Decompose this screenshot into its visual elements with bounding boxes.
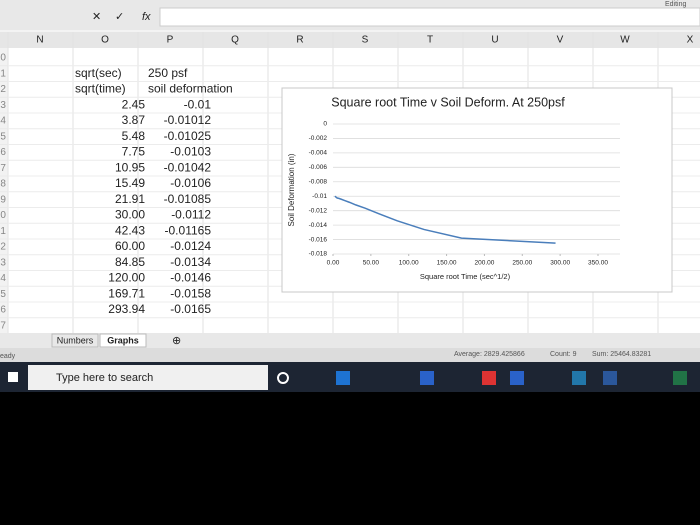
- cell: 293.94: [108, 302, 145, 316]
- cell: -0.0165: [170, 302, 211, 316]
- y-tick-label: -0.004: [309, 150, 328, 157]
- column-header: V: [557, 35, 564, 46]
- data-line: [334, 195, 556, 244]
- formula-input[interactable]: [159, 7, 700, 27]
- cell: 250 psf: [148, 66, 188, 80]
- status-count: Count: 9: [550, 351, 577, 358]
- search-placeholder: Type here to search: [56, 372, 153, 384]
- cell: 5.48: [122, 129, 146, 143]
- cell: 84.85: [115, 255, 145, 269]
- sheet-tab-bar: [0, 333, 700, 348]
- column-header: O: [101, 35, 109, 46]
- cell: -0.0134: [170, 255, 211, 269]
- cell: -0.0106: [170, 176, 211, 190]
- cell: 21.91: [115, 192, 145, 206]
- cortana-icon[interactable]: [277, 372, 289, 384]
- cell: 15.49: [115, 176, 145, 190]
- app-icon[interactable]: [420, 371, 434, 385]
- y-tick-label: 0: [323, 121, 327, 128]
- cell: -0.0146: [170, 271, 211, 285]
- sheet-tab[interactable]: [51, 333, 99, 348]
- x-tick-label: 350.00: [588, 260, 608, 267]
- x-tick-label: 250.00: [512, 260, 532, 267]
- cell: 3.87: [122, 113, 146, 127]
- word-icon[interactable]: [603, 371, 617, 385]
- column-header: S: [362, 35, 369, 46]
- sheet-tab-label: Numbers: [57, 335, 94, 345]
- column-header: T: [427, 35, 433, 46]
- cell: -0.0103: [170, 145, 211, 159]
- cell: 60.00: [115, 239, 145, 253]
- x-tick-label: 50.00: [363, 260, 380, 267]
- x-tick-label: 0.00: [327, 260, 340, 267]
- column-header: P: [167, 35, 174, 46]
- excel-icon[interactable]: [673, 371, 687, 385]
- chart-title: Square root Time v Soil Deform. At 250ps…: [331, 95, 565, 109]
- cell: -0.01165: [165, 223, 212, 237]
- cancel-icon[interactable]: ✕: [92, 11, 101, 23]
- y-tick-label: -0.014: [309, 222, 328, 229]
- column-header: W: [620, 35, 630, 46]
- cell: 10.95: [115, 160, 145, 174]
- cell: soil deformation: [148, 82, 233, 96]
- column-header: U: [491, 35, 498, 46]
- y-tick-label: -0.01: [312, 193, 327, 200]
- y-tick-label: -0.008: [309, 178, 328, 185]
- cell: sqrt(sec): [75, 66, 122, 80]
- add-sheet[interactable]: ⊕: [172, 335, 181, 347]
- status-sum: Sum: 25464.83281: [592, 351, 651, 358]
- cell: 7.75: [122, 145, 146, 159]
- x-tick-label: 200.00: [474, 260, 494, 267]
- app-icon[interactable]: [572, 371, 586, 385]
- cell: -0.01042: [164, 160, 212, 174]
- sheet-tab-label: Graphs: [107, 335, 139, 345]
- column-header: X: [687, 35, 694, 46]
- ribbon-label: Editing: [665, 1, 687, 8]
- search-box[interactable]: [28, 365, 268, 390]
- cell: 42.43: [115, 223, 145, 237]
- fx-icon[interactable]: fx: [142, 11, 151, 23]
- x-tick-label: 300.00: [550, 260, 570, 267]
- column-header: Q: [231, 35, 239, 46]
- cell: sqrt(time): [75, 82, 126, 96]
- app-icon[interactable]: [482, 371, 496, 385]
- column-header: N: [36, 35, 43, 46]
- sheet-tab[interactable]: [99, 333, 147, 348]
- cell: -0.0112: [171, 208, 211, 222]
- cell: 2.45: [122, 97, 146, 111]
- y-tick-label: -0.018: [309, 251, 328, 258]
- x-tick-label: 150.00: [437, 260, 457, 267]
- edge-icon[interactable]: [336, 371, 350, 385]
- cell: 30.00: [115, 208, 145, 222]
- y-tick-label: -0.002: [309, 135, 328, 142]
- row-header-bar: [0, 48, 8, 333]
- app-icon[interactable]: [510, 371, 524, 385]
- y-tick-label: -0.016: [309, 236, 328, 243]
- cell: -0.0124: [170, 239, 211, 253]
- column-header: R: [296, 35, 303, 46]
- y-tick-label: -0.006: [309, 164, 328, 171]
- cell: -0.01085: [164, 192, 212, 206]
- chart-frame[interactable]: [281, 87, 673, 293]
- status-average: Average: 2829.425866: [454, 351, 525, 358]
- cell: -0.01: [184, 97, 212, 111]
- cell: 120.00: [108, 271, 145, 285]
- cell: 169.71: [108, 286, 145, 300]
- cell: -0.01025: [164, 129, 212, 143]
- column-header-bar: [0, 32, 700, 48]
- sheet-tabs: Numbers Graphs: [51, 333, 147, 348]
- y-axis-title: Soil Deformation (in): [287, 153, 296, 226]
- cell: -0.0158: [170, 286, 211, 300]
- enter-icon[interactable]: ✓: [115, 11, 124, 23]
- y-tick-label: -0.012: [309, 207, 328, 214]
- x-tick-label: 100.00: [399, 260, 419, 267]
- x-axis-title: Square root Time (sec^1/2): [420, 272, 511, 281]
- chart: Square root Time v Soil Deform. At 250ps…: [281, 87, 673, 293]
- status-mode: eady: [0, 353, 16, 360]
- start-button[interactable]: [8, 372, 18, 382]
- status-bar: [0, 348, 700, 362]
- cell: -0.01012: [164, 113, 212, 127]
